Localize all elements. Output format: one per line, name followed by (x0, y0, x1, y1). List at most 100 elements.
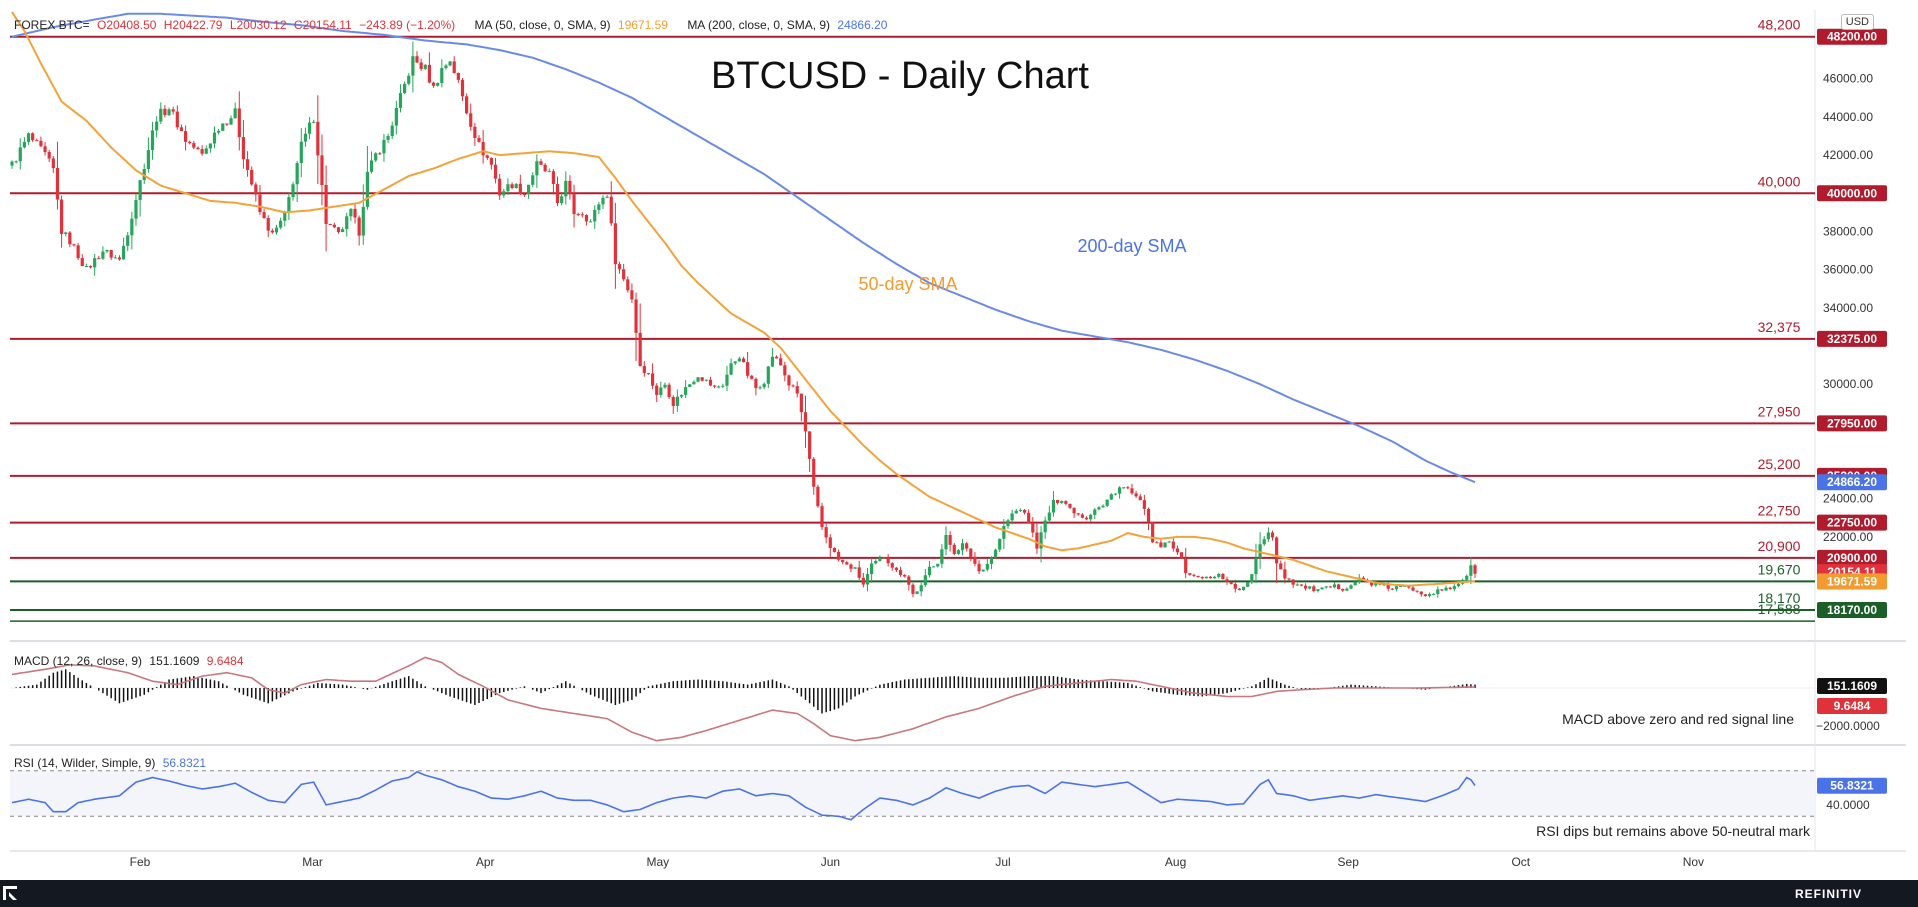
candle-body (1134, 493, 1138, 497)
candle-body (1432, 594, 1436, 596)
candle-body (398, 93, 403, 108)
candle-body (1022, 509, 1027, 513)
candle-body (307, 122, 312, 134)
candle-body (159, 108, 163, 122)
candle-body (47, 151, 51, 159)
candle-body (1308, 586, 1312, 589)
candle-body (663, 384, 667, 388)
candle-body (956, 550, 961, 554)
candle-body (485, 155, 489, 158)
candle-body (1283, 569, 1287, 579)
price-tick-label: 24000.00 (1823, 492, 1873, 506)
candle-body (526, 184, 531, 195)
level-badge (1817, 514, 1887, 531)
candle-body (1419, 591, 1423, 595)
candle-body (927, 566, 932, 576)
candle-body (1374, 583, 1378, 586)
sma50-annotation: 50-day SMA (858, 274, 957, 294)
candle-body (1031, 522, 1035, 533)
candle-body (109, 249, 113, 258)
level-label: 18,170 (1758, 590, 1801, 606)
candle-body (1436, 589, 1440, 595)
candle-body (993, 549, 998, 558)
time-tick-label: Apr (476, 855, 495, 869)
candle-body (1159, 542, 1163, 548)
candle-body (14, 161, 18, 163)
level-badge-text: 40000.00 (1827, 186, 1877, 200)
candle-body (436, 83, 440, 86)
candle-body (1407, 585, 1411, 588)
candle-body (675, 396, 679, 406)
candle-body (1295, 584, 1299, 586)
candle-body (1043, 520, 1047, 533)
candle-body (696, 377, 700, 382)
candle-body (1225, 579, 1229, 583)
candle-body (262, 212, 266, 219)
candle-body (551, 171, 555, 185)
rsi-line (11, 770, 1476, 821)
candle-body (361, 206, 365, 236)
candle-body (750, 375, 754, 379)
candle-body (1188, 573, 1192, 575)
time-tick-label: Oct (1511, 855, 1530, 869)
candle-body (733, 361, 737, 364)
candle-body (1208, 576, 1213, 579)
level-label: 20,900 (1758, 538, 1801, 554)
time-tick-label: Jun (821, 855, 840, 869)
candle-body (865, 574, 870, 585)
price-tick-label: 38000.00 (1823, 224, 1873, 238)
candle-body (390, 125, 394, 137)
candle-body (535, 161, 539, 176)
candle-body (440, 68, 444, 84)
candle-body (1204, 576, 1208, 579)
candle-body (845, 562, 849, 565)
candle-body (1076, 513, 1080, 515)
candle-body (163, 108, 167, 116)
candle-body (791, 385, 795, 387)
candle-body (1142, 500, 1146, 509)
candle-body (741, 358, 746, 363)
candle-body (287, 197, 291, 213)
candle-body (1010, 513, 1014, 521)
macd-label: MACD (12, 26, close, 9) (14, 654, 143, 668)
candle-body (1018, 509, 1022, 511)
candle-body (88, 265, 93, 268)
candle-body (630, 290, 634, 300)
candle-body (783, 365, 787, 376)
candle-body (985, 563, 989, 570)
candle-body (283, 212, 287, 221)
currency-button[interactable]: USD (1840, 14, 1874, 30)
candle-body (204, 148, 208, 154)
candle-body (134, 199, 138, 219)
candle-body (336, 227, 341, 233)
candle-body (580, 214, 584, 216)
time-tick-label: Sep (1338, 855, 1360, 869)
candle-body (192, 143, 196, 148)
signal-value: 9.6484 (206, 654, 244, 668)
candle-body (626, 279, 630, 291)
candle-body (638, 332, 642, 367)
low-value: L20030.12 (229, 18, 287, 32)
candle-body (407, 75, 411, 84)
candle-body (374, 153, 378, 161)
close-value: C20154.11 (293, 18, 352, 32)
level-badge-text: 27950.00 (1827, 416, 1877, 430)
candle-body (1382, 584, 1386, 586)
candle-body (944, 535, 948, 550)
candle-body (547, 171, 551, 173)
candle-body (121, 245, 126, 260)
candle-body (1349, 585, 1353, 589)
candle-body (1399, 586, 1403, 588)
candle-body (1291, 579, 1295, 585)
level-badge (1817, 602, 1887, 619)
rsi-badge-text: 56.8321 (1830, 779, 1874, 793)
candle-body (832, 548, 837, 552)
time-tick-label: Jul (995, 855, 1010, 869)
candle-body (1473, 565, 1477, 574)
candle-body (225, 123, 229, 125)
candle-body (543, 164, 547, 172)
candle-body (940, 549, 944, 564)
candle-body (113, 257, 117, 259)
candle-body (229, 118, 233, 125)
macd-value: 151.1609 (149, 654, 200, 668)
